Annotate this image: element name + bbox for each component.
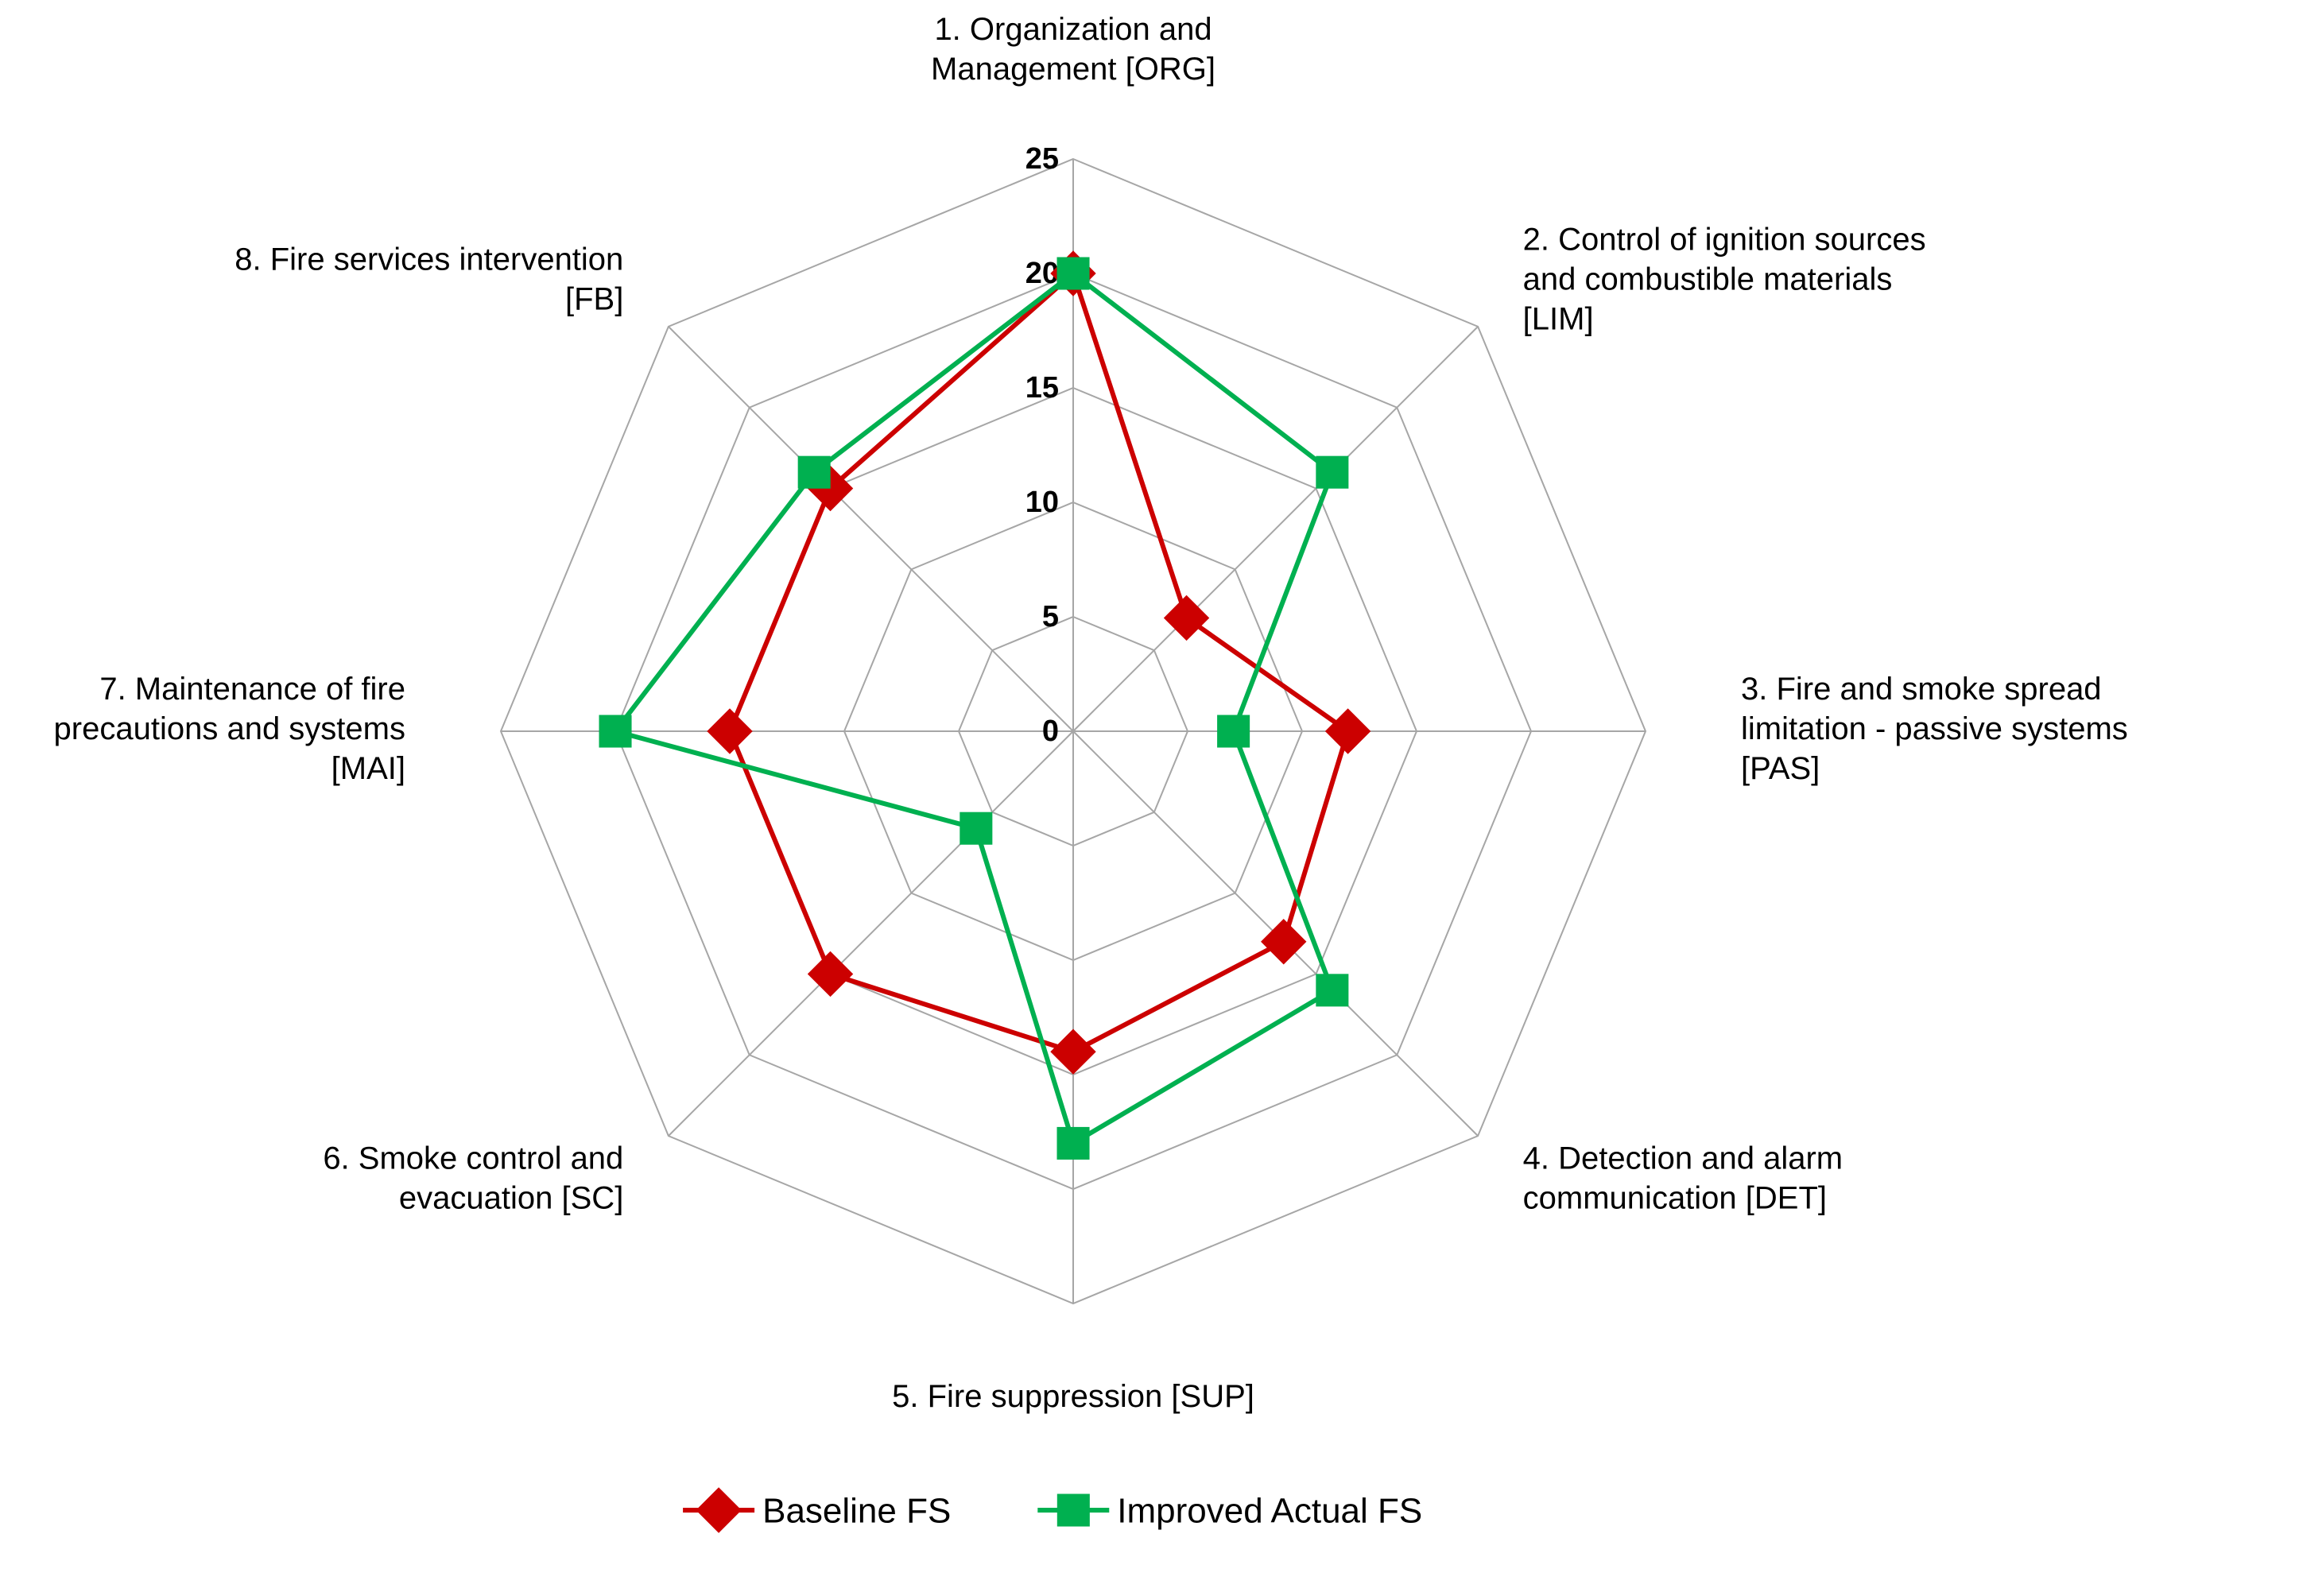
axis-label: 5. Fire suppression [SUP] — [892, 1379, 1254, 1414]
data-marker — [599, 715, 631, 747]
radar-chart-svg: 05101520251. Organization andManagement … — [0, 0, 2299, 1596]
data-marker — [1316, 456, 1348, 488]
tick-label: 25 — [1025, 142, 1059, 176]
tick-label: 15 — [1025, 371, 1059, 405]
data-marker — [798, 456, 830, 488]
tick-label: 0 — [1042, 715, 1059, 748]
legend-label: Improved Actual FS — [1117, 1491, 1422, 1530]
data-marker — [1316, 974, 1348, 1006]
data-marker — [1057, 1494, 1089, 1526]
tick-label: 5 — [1042, 600, 1059, 633]
tick-label: 10 — [1025, 486, 1059, 519]
data-marker — [960, 812, 992, 844]
legend-label: Baseline FS — [762, 1491, 951, 1530]
data-marker — [1057, 258, 1089, 289]
data-marker — [1218, 715, 1250, 747]
radar-chart-container: 05101520251. Organization andManagement … — [0, 0, 2299, 1596]
data-marker — [1057, 1127, 1089, 1159]
